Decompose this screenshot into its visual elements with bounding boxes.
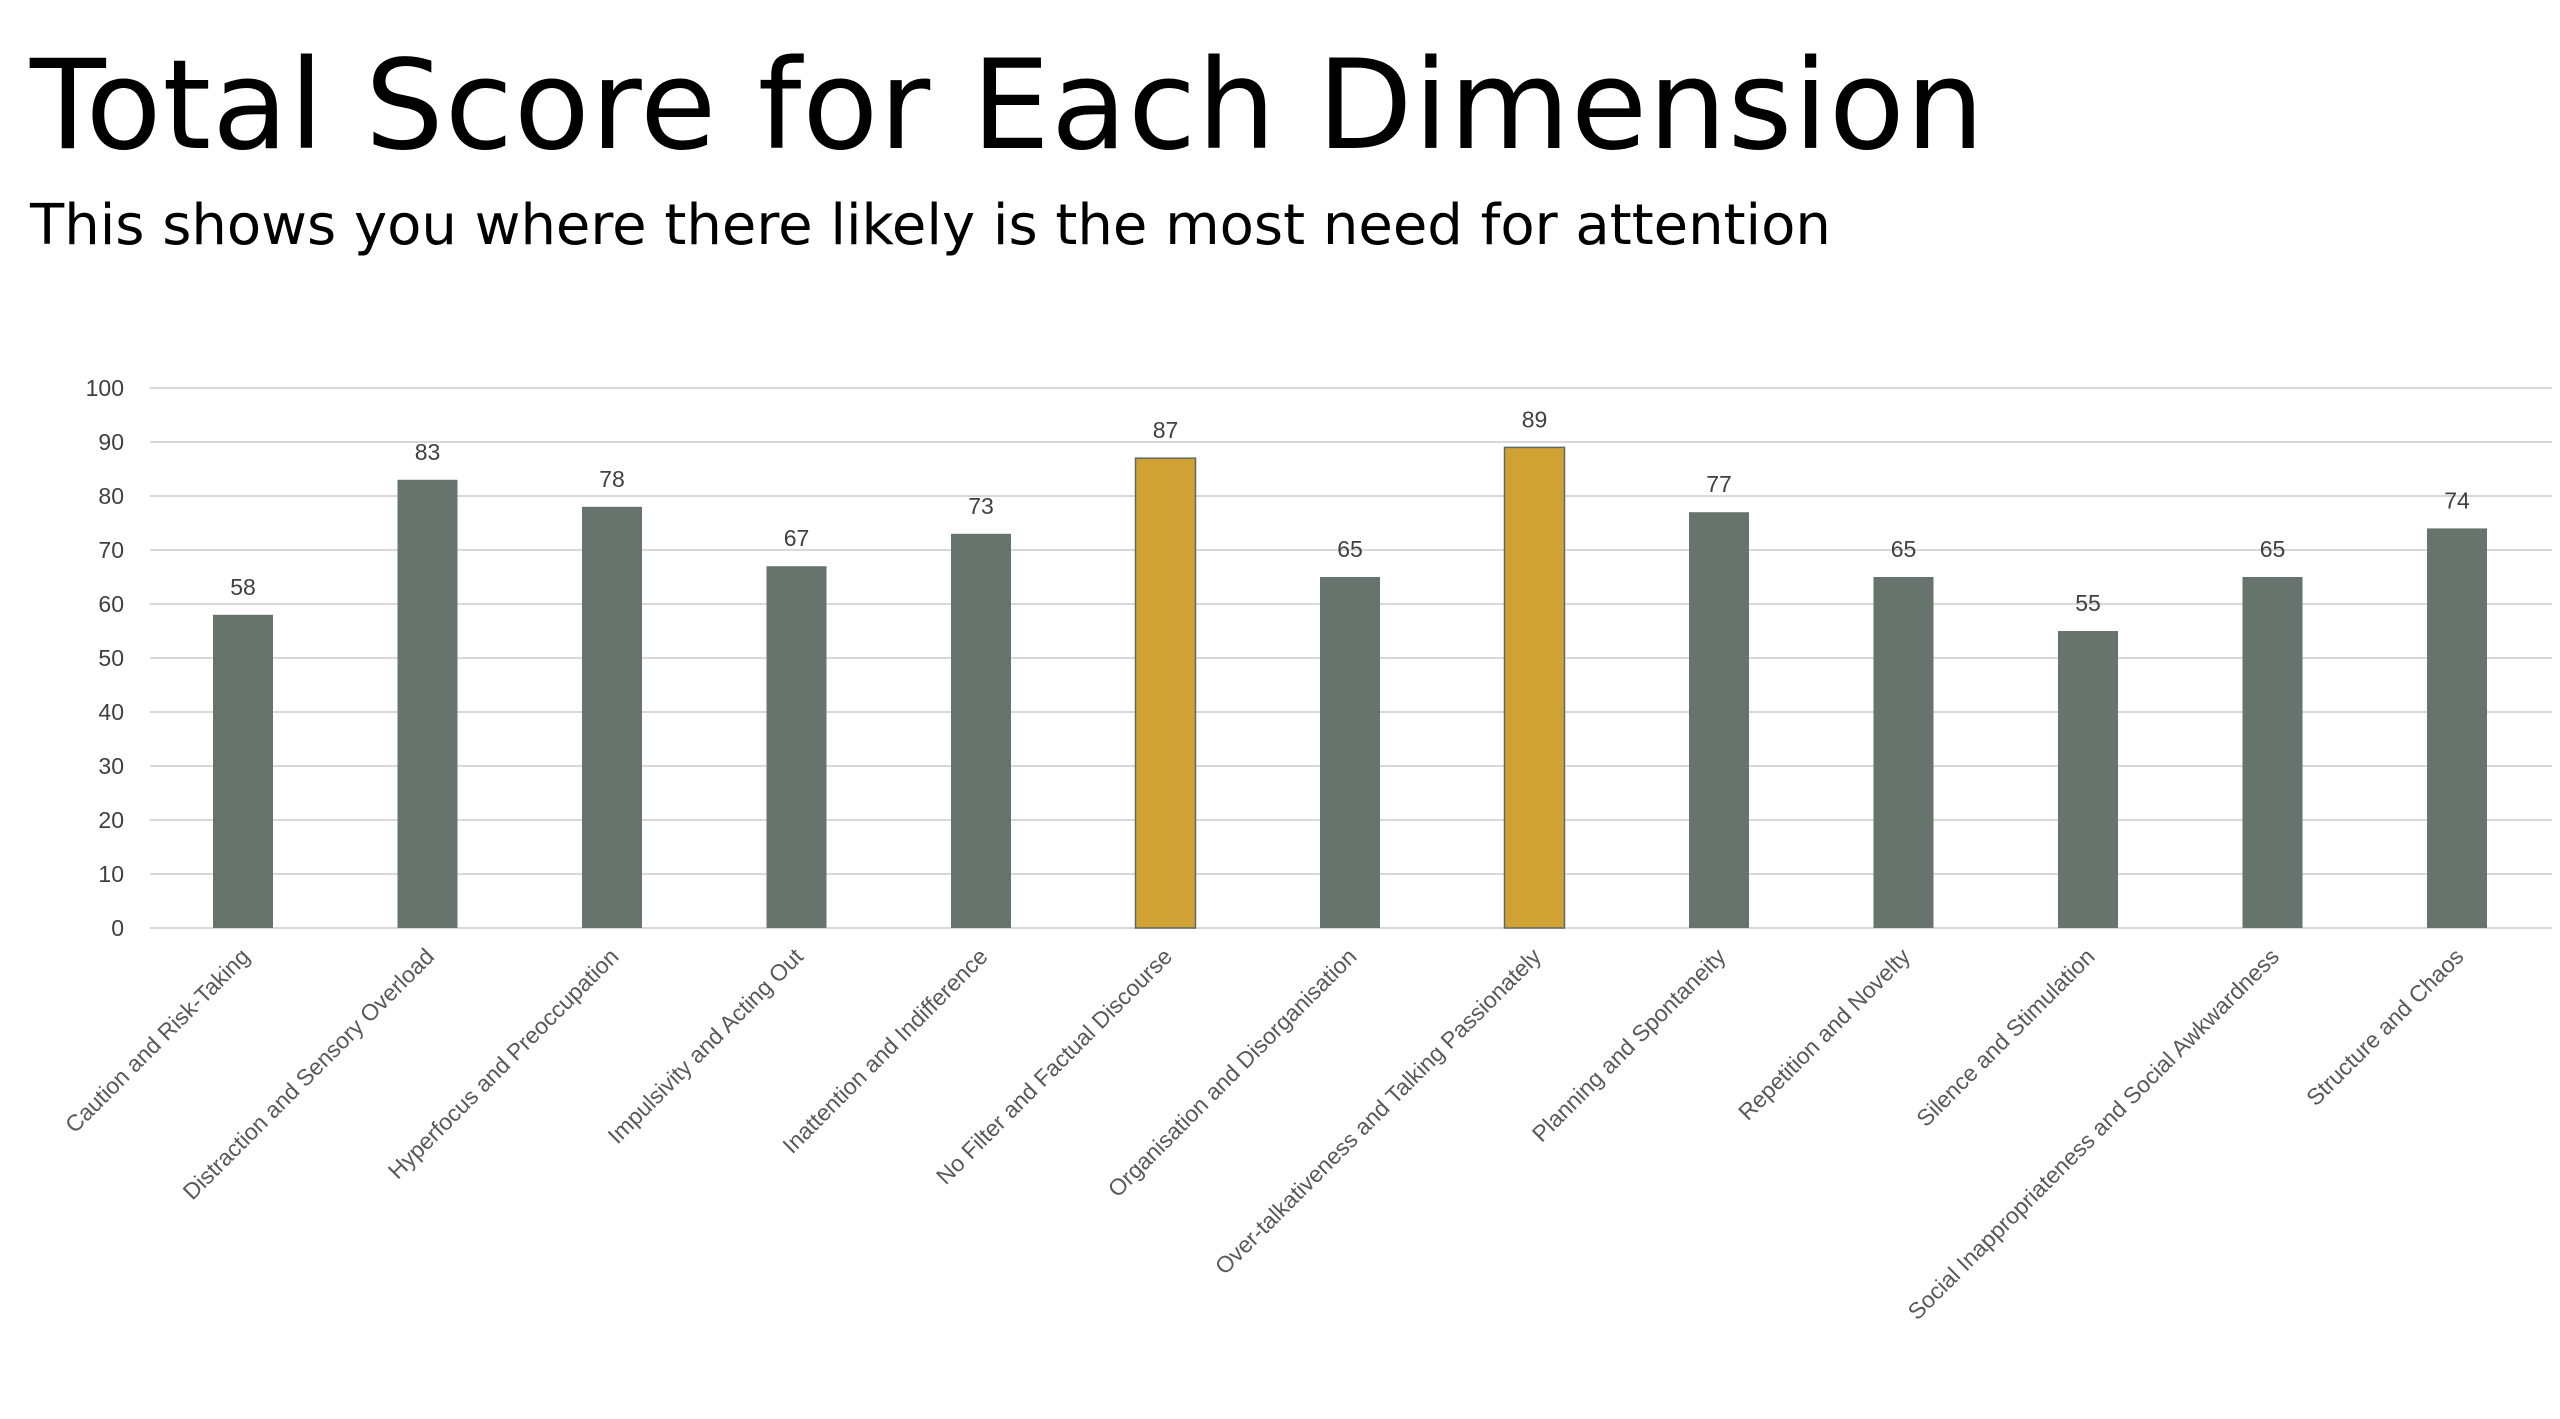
- x-tick-label-4: Inattention and Indifference: [777, 943, 992, 1158]
- bar-6: [1320, 577, 1380, 928]
- data-label-8: 77: [1706, 471, 1732, 497]
- bar-2: [582, 506, 642, 928]
- y-tick-label-30: 30: [98, 753, 124, 779]
- data-label-5: 87: [1153, 417, 1179, 443]
- x-tick-label-12: Structure and Chaos: [2301, 943, 2469, 1111]
- data-label-12: 74: [2444, 487, 2470, 513]
- x-tick-label-8: Planning and Spontaneity: [1527, 943, 1731, 1147]
- y-tick-label-20: 20: [98, 807, 124, 833]
- y-tick-label-0: 0: [111, 915, 124, 941]
- bar-8: [1689, 512, 1749, 928]
- x-tick-label-10: Silence and Stimulation: [1911, 943, 2099, 1131]
- y-tick-label-100: 100: [86, 375, 124, 401]
- data-label-2: 78: [599, 466, 625, 492]
- y-tick-label-50: 50: [98, 645, 124, 671]
- y-axis-ticks: 0 10 20 30 40 50 60 70 80 90 100: [86, 375, 124, 941]
- bars: [213, 446, 2487, 929]
- data-label-0: 58: [230, 574, 256, 600]
- bar-4: [951, 533, 1011, 928]
- chart-title: Total Score for Each Dimension: [30, 34, 1986, 178]
- y-tick-label-90: 90: [98, 429, 124, 455]
- bar-0: [213, 614, 273, 928]
- bar-11: [2242, 577, 2303, 928]
- bar-5: [1134, 457, 1197, 929]
- bar-12: [2427, 528, 2487, 928]
- bar-10: [2058, 631, 2118, 928]
- data-label-4: 73: [968, 493, 994, 519]
- data-label-11: 65: [2260, 536, 2286, 562]
- y-tick-label-70: 70: [98, 537, 124, 563]
- data-label-6: 65: [1337, 536, 1363, 562]
- x-tick-label-3: Impulsivity and Acting Out: [603, 943, 809, 1149]
- x-tick-label-7: Over-talkativeness and Talking Passionat…: [1210, 943, 1547, 1280]
- bar-7: [1503, 446, 1566, 929]
- bar-1: [397, 479, 458, 928]
- data-label-3: 67: [784, 525, 810, 551]
- chart-subtitle: This shows you where there likely is the…: [30, 193, 1831, 258]
- y-tick-label-10: 10: [98, 861, 124, 887]
- data-label-1: 83: [415, 439, 441, 465]
- x-tick-label-11: Social Inappropriateness and Social Awkw…: [1903, 943, 2285, 1325]
- x-tick-label-0: Caution and Risk-Taking: [60, 943, 255, 1138]
- data-label-7: 89: [1522, 406, 1548, 432]
- y-tick-label-60: 60: [98, 591, 124, 617]
- data-label-10: 55: [2075, 590, 2101, 616]
- bar-9: [1873, 577, 1934, 928]
- x-tick-label-9: Repetition and Novelty: [1733, 943, 1915, 1125]
- data-label-9: 65: [1891, 536, 1917, 562]
- y-tick-label-80: 80: [98, 483, 124, 509]
- data-labels: 58 83 78 67 73 87 65 89 77 65 55 65 74: [230, 406, 2470, 616]
- y-tick-label-40: 40: [98, 699, 124, 725]
- bar-3: [766, 566, 827, 928]
